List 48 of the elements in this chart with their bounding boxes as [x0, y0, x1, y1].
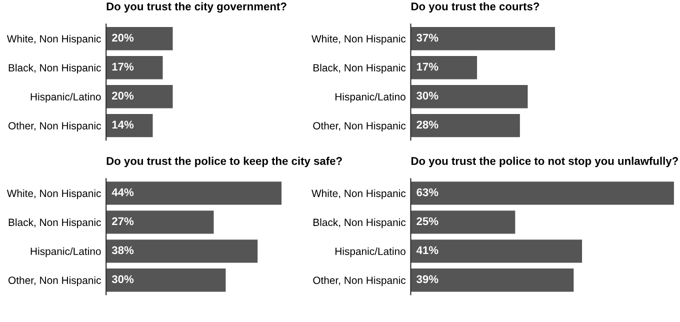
bar	[106, 210, 214, 234]
chart-title: Do you trust the police to not stop you unlawfully?	[411, 156, 678, 168]
y-tick-label: Black, Non Hispanic	[314, 64, 406, 74]
data-label: 44%	[112, 188, 134, 196]
data-label: 38%	[112, 246, 134, 254]
bar	[410, 182, 674, 205]
y-tick-label: Hispanic/Latino	[335, 92, 406, 103]
data-label: 37%	[416, 34, 438, 42]
data-label: 30%	[416, 92, 438, 100]
data-label: 27%	[112, 217, 134, 226]
y-tick-label: White, Non Hispanic	[6, 34, 101, 45]
y-tick-label: Hispanic/Latino	[30, 92, 101, 103]
data-label: 41%	[416, 246, 438, 254]
text: Do you trust the city government?	[106, 2, 286, 13]
data-label: 30%	[112, 275, 134, 284]
y-tick-label: Other, Non Hispanic	[313, 122, 406, 132]
y-tick-label: Other, Non Hispanic	[8, 276, 101, 286]
data-label: 17%	[416, 62, 438, 71]
bar	[106, 182, 282, 205]
bar	[410, 56, 478, 80]
y-tick-label: Hispanic/Latino	[335, 247, 406, 258]
data-label: 25%	[416, 217, 438, 226]
y-tick-label: White, Non Hispanic	[312, 34, 406, 45]
chart-title: Do you trust the police to keep the city safe?	[106, 156, 342, 168]
data-label: 28%	[416, 120, 438, 129]
bar	[410, 114, 520, 138]
data-label: 20%	[112, 92, 134, 100]
bar	[106, 240, 258, 263]
y-tick-label: Other, Non Hispanic	[8, 122, 101, 132]
data-label: 17%	[112, 62, 134, 71]
y-tick-label: Black, Non Hispanic	[8, 64, 101, 74]
bar	[410, 210, 516, 234]
y-tick-label: Other, Non Hispanic	[313, 276, 406, 286]
y-tick-label: White, Non Hispanic	[312, 189, 406, 200]
y-tick-label: Black, Non Hispanic	[314, 218, 406, 228]
bar	[410, 27, 556, 50]
bar	[410, 240, 582, 263]
chart-title: Do you trust the courts?	[411, 2, 540, 13]
data-label: 14%	[112, 120, 134, 129]
y-tick-label: White, Non Hispanic	[6, 189, 101, 200]
y-tick-label: Black, Non Hispanic	[8, 218, 101, 228]
bar	[410, 268, 574, 292]
data-label: 20%	[112, 34, 134, 42]
bar	[106, 268, 226, 292]
data-label: 39%	[416, 275, 438, 284]
bar	[410, 85, 528, 108]
data-label: 63%	[416, 188, 438, 196]
y-tick-label: Hispanic/Latino	[30, 247, 101, 258]
